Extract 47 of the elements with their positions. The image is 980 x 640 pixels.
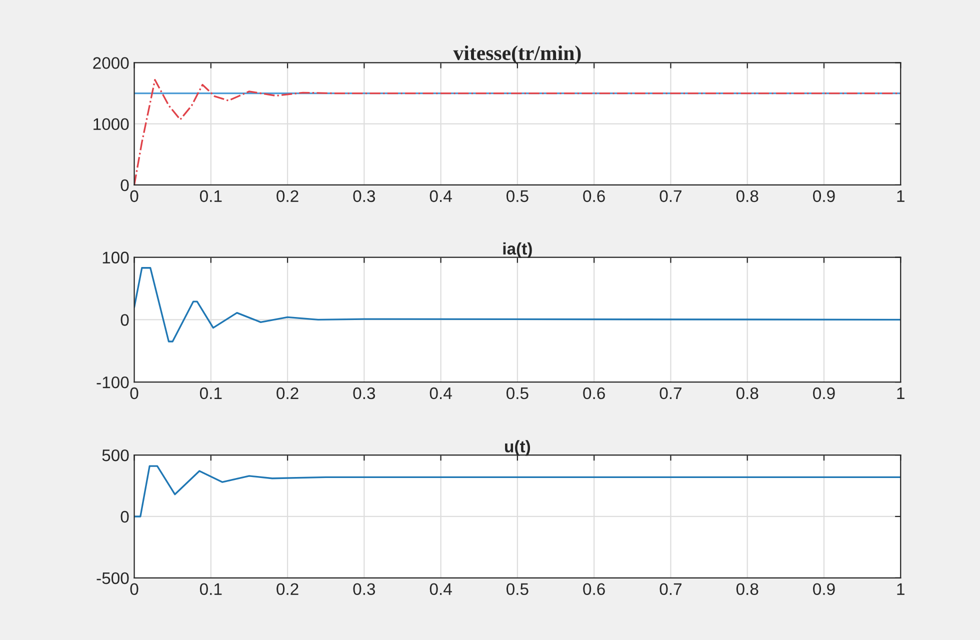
x-tick-label: 0.9	[813, 190, 835, 202]
x-tick-label: 0.6	[583, 583, 605, 596]
y-tick-label: 1000	[94, 118, 129, 130]
x-tick-label: 0.8	[736, 387, 758, 400]
x-tick-label: 0	[130, 190, 138, 202]
x-tick-label: 0.7	[660, 583, 682, 596]
x-tick-label: 0	[130, 583, 138, 596]
x-tick-label: 0.9	[813, 583, 835, 596]
x-tick-label: 0.6	[583, 190, 605, 202]
x-tick-label: 0.9	[813, 387, 835, 400]
y-tick-label: 0	[120, 314, 129, 326]
chart-title: vitesse(tr/min)	[453, 45, 581, 64]
x-tick-label: 0.1	[200, 583, 222, 596]
y-tick-label: 0	[120, 179, 129, 192]
x-tick-label: 0.8	[736, 583, 758, 596]
line-series	[134, 267, 901, 342]
y-tick-label: 100	[102, 252, 129, 264]
y-tick-label: 2000	[93, 57, 129, 69]
x-tick-label: 0.3	[353, 190, 376, 202]
x-tick-label: 0.3	[353, 387, 376, 400]
y-tick-label: -500	[96, 572, 129, 584]
x-tick-label: 0.4	[430, 583, 452, 596]
y-tick-label: -100	[96, 376, 129, 388]
chart-title: ia(t)	[503, 242, 532, 258]
x-tick-label: 0.8	[736, 190, 758, 202]
x-tick-label: 0.2	[276, 387, 298, 400]
x-tick-label: 0.5	[506, 387, 528, 400]
x-tick-label: 1	[897, 190, 904, 202]
x-tick-label: 0.2	[276, 190, 298, 202]
x-tick-label: 0.7	[660, 190, 682, 202]
x-tick-label: 0.1	[200, 190, 222, 202]
x-tick-label: 0.5	[506, 190, 528, 202]
x-tick-label: 1	[897, 583, 904, 595]
x-tick-label: 0.6	[583, 387, 605, 400]
x-tick-label: 0.3	[353, 583, 376, 596]
x-tick-label: 0.7	[660, 387, 682, 400]
x-tick-label: 0.4	[430, 387, 452, 400]
x-tick-label: 0.5	[506, 583, 528, 596]
y-tick-label: 0	[120, 510, 129, 523]
chart-title: u(t)	[505, 440, 530, 456]
x-tick-label: 1	[897, 388, 904, 400]
line-series	[134, 465, 901, 518]
x-tick-label: 0	[130, 387, 138, 400]
x-tick-label: 0.1	[200, 387, 222, 400]
y-tick-label: 500	[102, 449, 129, 462]
x-tick-label: 0.2	[276, 583, 298, 596]
x-tick-label: 0.4	[430, 190, 452, 202]
